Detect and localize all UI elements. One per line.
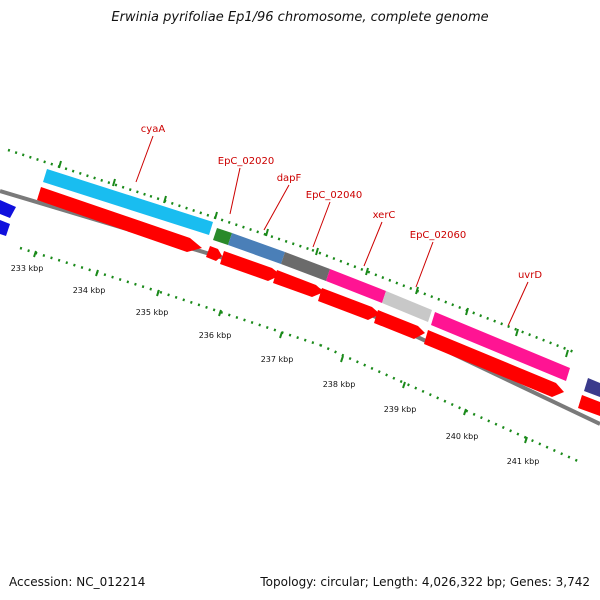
gene-label-EpC_02040: EpC_02040	[306, 190, 362, 201]
cds-arrow-7	[424, 330, 564, 397]
inner-tick-ring	[19, 246, 581, 464]
scale-label-237kbp: 237 kbp	[261, 355, 294, 364]
label-EpC_02020: EpC_02020	[218, 156, 274, 215]
scale-label-238kbp: 238 kbp	[323, 380, 356, 389]
cds-arrow-4	[273, 270, 324, 297]
scale-label-241kbp: 241 kbp	[507, 457, 540, 466]
cds-arrow-3	[220, 251, 281, 281]
major-tick	[515, 328, 519, 337]
major-tick	[33, 250, 37, 258]
gene-label-dapF: dapF	[277, 173, 302, 184]
gene-bar-EpC_02060	[382, 291, 432, 322]
gene-bar-EpC_02040	[281, 252, 330, 281]
label-xerC: xerC	[363, 210, 396, 267]
label-EpC_02060: EpC_02060	[410, 230, 466, 288]
gene-bar-dapF	[228, 233, 285, 264]
major-tick	[279, 331, 283, 339]
cds-arrow-5	[318, 288, 380, 320]
leader-line-xerC	[363, 221, 383, 267]
gene-bar-left-blue-lower	[0, 220, 10, 236]
scale-label-240kbp: 240 kbp	[446, 432, 479, 441]
gene-label-EpC_02060: EpC_02060	[410, 230, 466, 241]
major-tick	[415, 286, 419, 295]
major-tick	[218, 309, 222, 317]
cds-arrow-1	[37, 187, 202, 252]
gene-label-EpC_02020: EpC_02020	[218, 156, 274, 167]
label-cyaA: cyaA	[135, 124, 166, 183]
gene-bar-EpC_02020	[213, 228, 232, 245]
map-title: Erwinia pyrifoliae Ep1/96 chromosome, co…	[111, 10, 489, 25]
gene-label-xerC: xerC	[373, 210, 396, 221]
label-EpC_02040: EpC_02040	[306, 190, 362, 248]
gene-bar-cyaA	[43, 169, 213, 235]
major-tick	[340, 355, 344, 363]
major-tick	[214, 211, 218, 220]
leader-line-uvrD	[507, 281, 529, 327]
genome-summary: Topology: circular; Length: 4,026,322 bp…	[260, 575, 590, 589]
gene-labels-layer: cyaA EpC_02020 dapF EpC_02040 xerC EpC_0…	[135, 124, 542, 327]
major-tick	[163, 195, 167, 204]
scale-label-236kbp: 236 kbp	[199, 331, 232, 340]
accession-label: Accession: NC_012214	[9, 575, 146, 589]
outer-tick-ring	[7, 148, 575, 358]
major-tick	[465, 307, 469, 316]
major-tick	[58, 160, 62, 169]
label-dapF: dapF	[263, 173, 302, 231]
major-tick	[524, 436, 528, 444]
cds-arrow-6	[374, 310, 425, 339]
scale-label-239kbp: 239 kbp	[384, 405, 417, 414]
gene-label-cyaA: cyaA	[141, 124, 166, 135]
gene-label-uvrD: uvrD	[518, 270, 542, 281]
scale-label-233kbp: 233 kbp	[11, 264, 44, 273]
gene-bar-uvrD	[431, 312, 570, 381]
major-tick	[95, 269, 99, 277]
gene-bar-left-blue-upper	[0, 200, 16, 218]
gene-bar-right-navy	[584, 378, 600, 397]
major-tick	[565, 349, 569, 358]
cds-arrow-2	[206, 246, 222, 261]
scale-label-235kbp: 235 kbp	[136, 308, 169, 317]
scale-label-234kbp: 234 kbp	[73, 286, 106, 295]
leader-line-EpC_02020	[229, 167, 241, 215]
major-tick	[265, 228, 269, 237]
major-tick	[402, 381, 406, 389]
leader-line-EpC_02040	[312, 201, 331, 248]
major-tick	[315, 247, 319, 256]
plus-strand-genes	[0, 169, 600, 397]
scale-labels: 233 kbp 234 kbp 235 kbp 236 kbp 237 kbp …	[11, 264, 540, 466]
major-tick	[463, 408, 467, 416]
gene-bar-xerC	[326, 269, 386, 303]
major-tick	[365, 267, 369, 276]
major-tick	[112, 178, 116, 187]
major-tick	[156, 289, 160, 297]
minus-strand-genes	[0, 187, 600, 416]
leader-line-cyaA	[135, 135, 154, 183]
label-uvrD: uvrD	[507, 270, 542, 327]
leader-line-dapF	[263, 184, 290, 231]
leader-line-EpC_02060	[415, 241, 434, 288]
cds-right-fragment	[578, 395, 600, 416]
backbone-circle	[0, 189, 600, 426]
